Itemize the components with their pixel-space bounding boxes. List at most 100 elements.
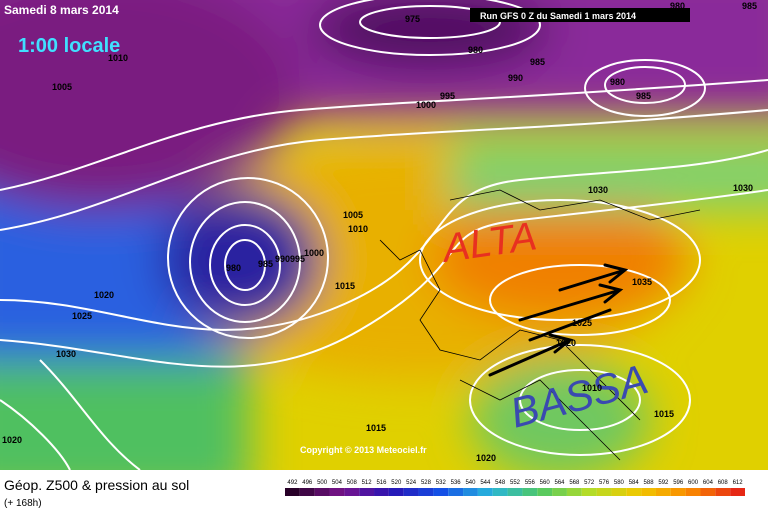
date: Samedi 8 mars 2014 xyxy=(4,3,119,17)
colorbar-tick-label: 592 xyxy=(658,480,669,486)
isobar-label: 1030 xyxy=(56,349,76,359)
colorbar-swatch xyxy=(344,488,360,496)
colorbar-tick-label: 600 xyxy=(688,480,699,486)
colorbar-swatch xyxy=(329,488,345,496)
colorbar-tick-label: 564 xyxy=(555,480,566,486)
colorbar-swatch xyxy=(418,488,434,496)
isobar-label: 985 xyxy=(530,57,545,67)
isobar-label: 985 xyxy=(636,91,651,101)
colorbar-swatch xyxy=(507,488,523,496)
isobar-label: 985 xyxy=(742,1,757,11)
isobar-label: 975 xyxy=(405,14,420,24)
colorbar-swatch xyxy=(685,488,701,496)
isobar-label: 1020 xyxy=(556,338,576,348)
map-field xyxy=(0,0,768,470)
colorbar-tick-label: 584 xyxy=(629,480,640,486)
isobar-label: 1015 xyxy=(366,423,386,433)
isobar-label: 1005 xyxy=(343,210,363,220)
isobar-label: 1020 xyxy=(2,435,22,445)
isobar-label: 995 xyxy=(290,254,305,264)
isobar-label: 1015 xyxy=(335,281,355,291)
isobar-label: 1030 xyxy=(588,185,608,195)
colorbar-swatch xyxy=(299,488,315,496)
colorbar-swatch xyxy=(552,488,567,496)
colorbar-tick-label: 540 xyxy=(465,480,476,486)
colorbar-tick-label: 536 xyxy=(451,480,462,486)
colorbar-tick-label: 568 xyxy=(569,480,580,486)
colorbar-tick-label: 596 xyxy=(673,480,684,486)
isobar-label: 990 xyxy=(275,254,290,264)
colorbar-swatch xyxy=(448,488,464,496)
colorbar-tick-label: 496 xyxy=(302,480,313,486)
colorbar-swatch xyxy=(403,488,419,496)
colorbar-tick-label: 516 xyxy=(376,480,387,486)
isobar-label: 980 xyxy=(226,263,241,273)
local-time: 1:00 locale xyxy=(18,35,120,57)
run-box xyxy=(470,8,690,22)
colorbar-swatch xyxy=(715,488,731,496)
colorbar-tick-label: 608 xyxy=(718,480,729,486)
isobar-label: 1000 xyxy=(416,100,436,110)
colorbar-swatch xyxy=(626,488,642,496)
colorbar-swatch xyxy=(566,488,582,496)
isobar-label: 1025 xyxy=(572,318,592,328)
colorbar-swatch xyxy=(641,488,656,496)
isobar-label: 1030 xyxy=(733,183,753,193)
colorbar-tick-label: 588 xyxy=(644,480,655,486)
colorbar-tick-label: 604 xyxy=(703,480,714,486)
run-info: Run GFS 0 Z du Samedi 1 mars 2014 xyxy=(480,11,636,21)
colorbar-swatch xyxy=(388,488,404,496)
colorbar-tick-label: 612 xyxy=(733,480,744,486)
colorbar-tick-label: 520 xyxy=(391,480,402,486)
colorbar-swatch xyxy=(581,488,597,496)
isobar-label: 985 xyxy=(258,259,273,269)
isobar-label: 1005 xyxy=(52,82,72,92)
footer-title: Géop. Z500 & pression au sol xyxy=(4,477,189,493)
colorbar-tick-label: 524 xyxy=(406,480,417,486)
colorbar-swatch xyxy=(285,488,300,496)
isobar-label: 980 xyxy=(670,1,685,11)
colorbar-swatch xyxy=(670,488,686,496)
colorbar-swatch xyxy=(359,488,375,496)
colorbar-swatch xyxy=(522,488,538,496)
colorbar-swatch xyxy=(314,488,330,496)
isobar-label: 980 xyxy=(610,77,625,87)
colorbar-swatch xyxy=(730,488,745,496)
colorbar-swatch xyxy=(537,488,553,496)
colorbar-swatch xyxy=(655,488,671,496)
isobar-label: 1020 xyxy=(94,290,114,300)
isobar-label: 1010 xyxy=(108,53,128,63)
colorbar-tick-label: 576 xyxy=(599,480,610,486)
isobar-label: 1035 xyxy=(632,277,652,287)
isobar-label: 1010 xyxy=(348,224,368,234)
isobar-label: 1010 xyxy=(582,383,602,393)
colorbar-tick-label: 532 xyxy=(436,480,447,486)
isobar-label: 990 xyxy=(508,73,523,83)
colorbar-swatch xyxy=(700,488,716,496)
isobar-label: 980 xyxy=(468,45,483,55)
colorbar-tick-label: 548 xyxy=(495,480,506,486)
colorbar-tick-label: 500 xyxy=(317,480,328,486)
isobar-label: 1020 xyxy=(476,453,496,463)
isobar-label: 1025 xyxy=(72,311,92,321)
colorbar-tick-label: 556 xyxy=(525,480,536,486)
colorbar-swatch xyxy=(596,488,612,496)
isobar-label: 1000 xyxy=(304,248,324,258)
lead-time: (+ 168h) xyxy=(4,498,42,509)
colorbar-swatch xyxy=(492,488,508,496)
colorbar-tick-label: 572 xyxy=(584,480,595,486)
isobar-label: 1015 xyxy=(654,409,674,419)
colorbar-swatch xyxy=(463,488,478,496)
colorbar-swatch xyxy=(374,488,389,496)
colorbar-tick-label: 580 xyxy=(614,480,625,486)
colorbar-tick-label: 504 xyxy=(332,480,343,486)
colorbar-swatch xyxy=(433,488,449,496)
colorbar-swatch xyxy=(611,488,627,496)
isobar-label: 995 xyxy=(440,91,455,101)
colorbar-tick-label: 544 xyxy=(480,480,491,486)
copyright: Copyright © 2013 Meteociel.fr xyxy=(300,445,427,455)
colorbar-tick-label: 528 xyxy=(421,480,432,486)
colorbar-tick-label: 508 xyxy=(347,480,358,486)
colorbar-swatch xyxy=(477,488,493,496)
